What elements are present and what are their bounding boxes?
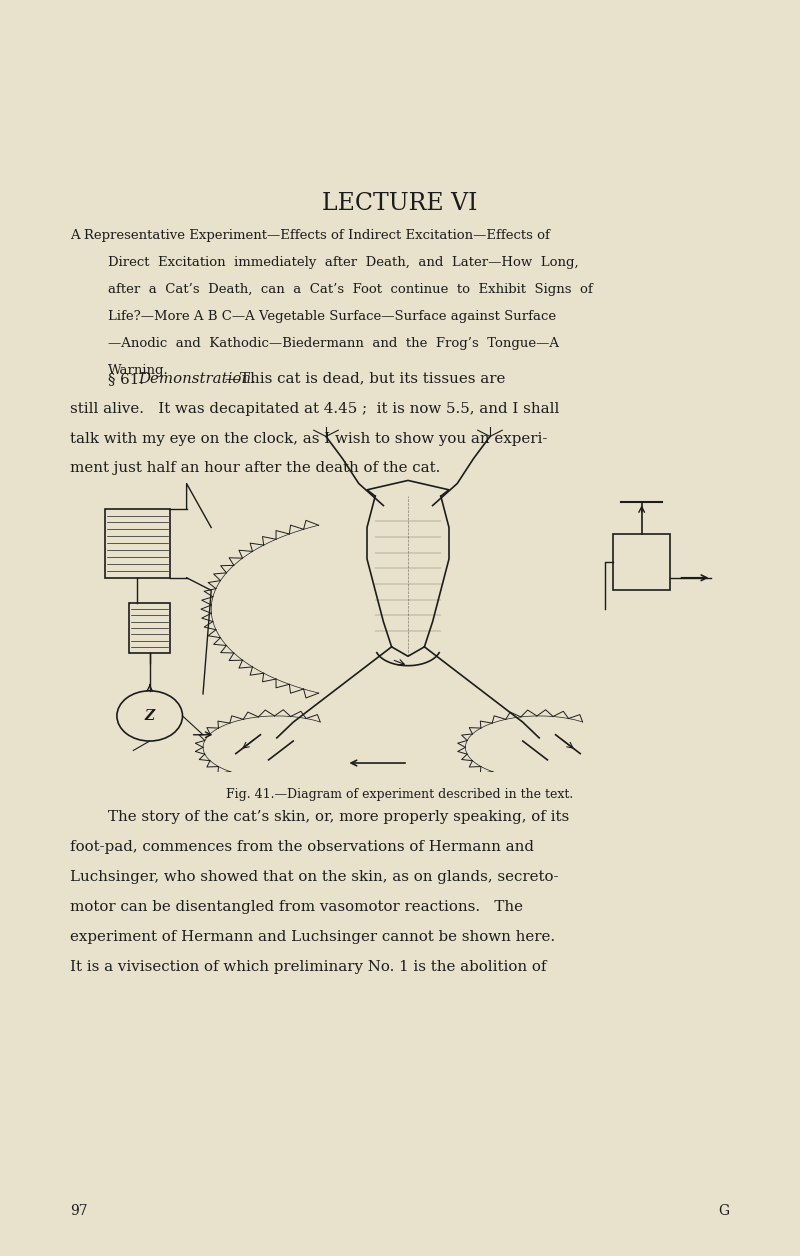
Bar [129,603,170,653]
Text: It is a vivisection of which preliminary No. 1 is the abolition of: It is a vivisection of which preliminary… [70,960,547,973]
Text: Warning.: Warning. [108,364,169,377]
Text: Z: Z [145,708,154,723]
Text: G: G [718,1205,730,1218]
Text: Demonstration.: Demonstration. [138,372,256,386]
Text: motor can be disentangled from vasomotor reactions.   The: motor can be disentangled from vasomotor… [70,899,523,914]
Text: foot-pad, commences from the observations of Hermann and: foot-pad, commences from the observation… [70,840,534,854]
Text: —This cat is dead, but its tissues are: —This cat is dead, but its tissues are [225,372,505,386]
Text: after  a  Cat’s  Death,  can  a  Cat’s  Foot  continue  to  Exhibit  Signs  of: after a Cat’s Death, can a Cat’s Foot co… [108,283,593,295]
Bar [105,509,170,578]
Text: The story of the cat’s skin, or, more properly speaking, of its: The story of the cat’s skin, or, more pr… [108,810,570,824]
Text: Luchsinger, who showed that on the skin, as on glands, secreto-: Luchsinger, who showed that on the skin,… [70,870,559,884]
Text: experiment of Hermann and Luchsinger cannot be shown here.: experiment of Hermann and Luchsinger can… [70,929,555,943]
Text: still alive.   It was decapitated at 4.45 ;  it is now 5.5, and I shall: still alive. It was decapitated at 4.45 … [70,402,560,416]
Text: ment just half an hour after the death of the cat.: ment just half an hour after the death o… [70,461,441,476]
Text: talk with my eye on the clock, as I wish to show you an experi-: talk with my eye on the clock, as I wish… [70,432,548,446]
Bar [613,534,670,590]
Text: Fig. 41.—Diagram of experiment described in the text.: Fig. 41.—Diagram of experiment described… [226,788,574,800]
Text: A Representative Experiment—Effects of Indirect Excitation—Effects of: A Representative Experiment—Effects of I… [70,229,550,241]
Text: § 61.: § 61. [108,372,149,386]
Text: Life?—More A B C—A Vegetable Surface—Surface against Surface: Life?—More A B C—A Vegetable Surface—Sur… [108,309,556,323]
Text: —Anodic  and  Kathodic—Biedermann  and  the  Frog’s  Tongue—A: —Anodic and Kathodic—Biedermann and the … [108,337,559,349]
Text: 97: 97 [70,1205,88,1218]
Text: LECTURE VI: LECTURE VI [322,192,478,215]
Text: Direct  Excitation  immediately  after  Death,  and  Later—How  Long,: Direct Excitation immediately after Deat… [108,256,578,269]
